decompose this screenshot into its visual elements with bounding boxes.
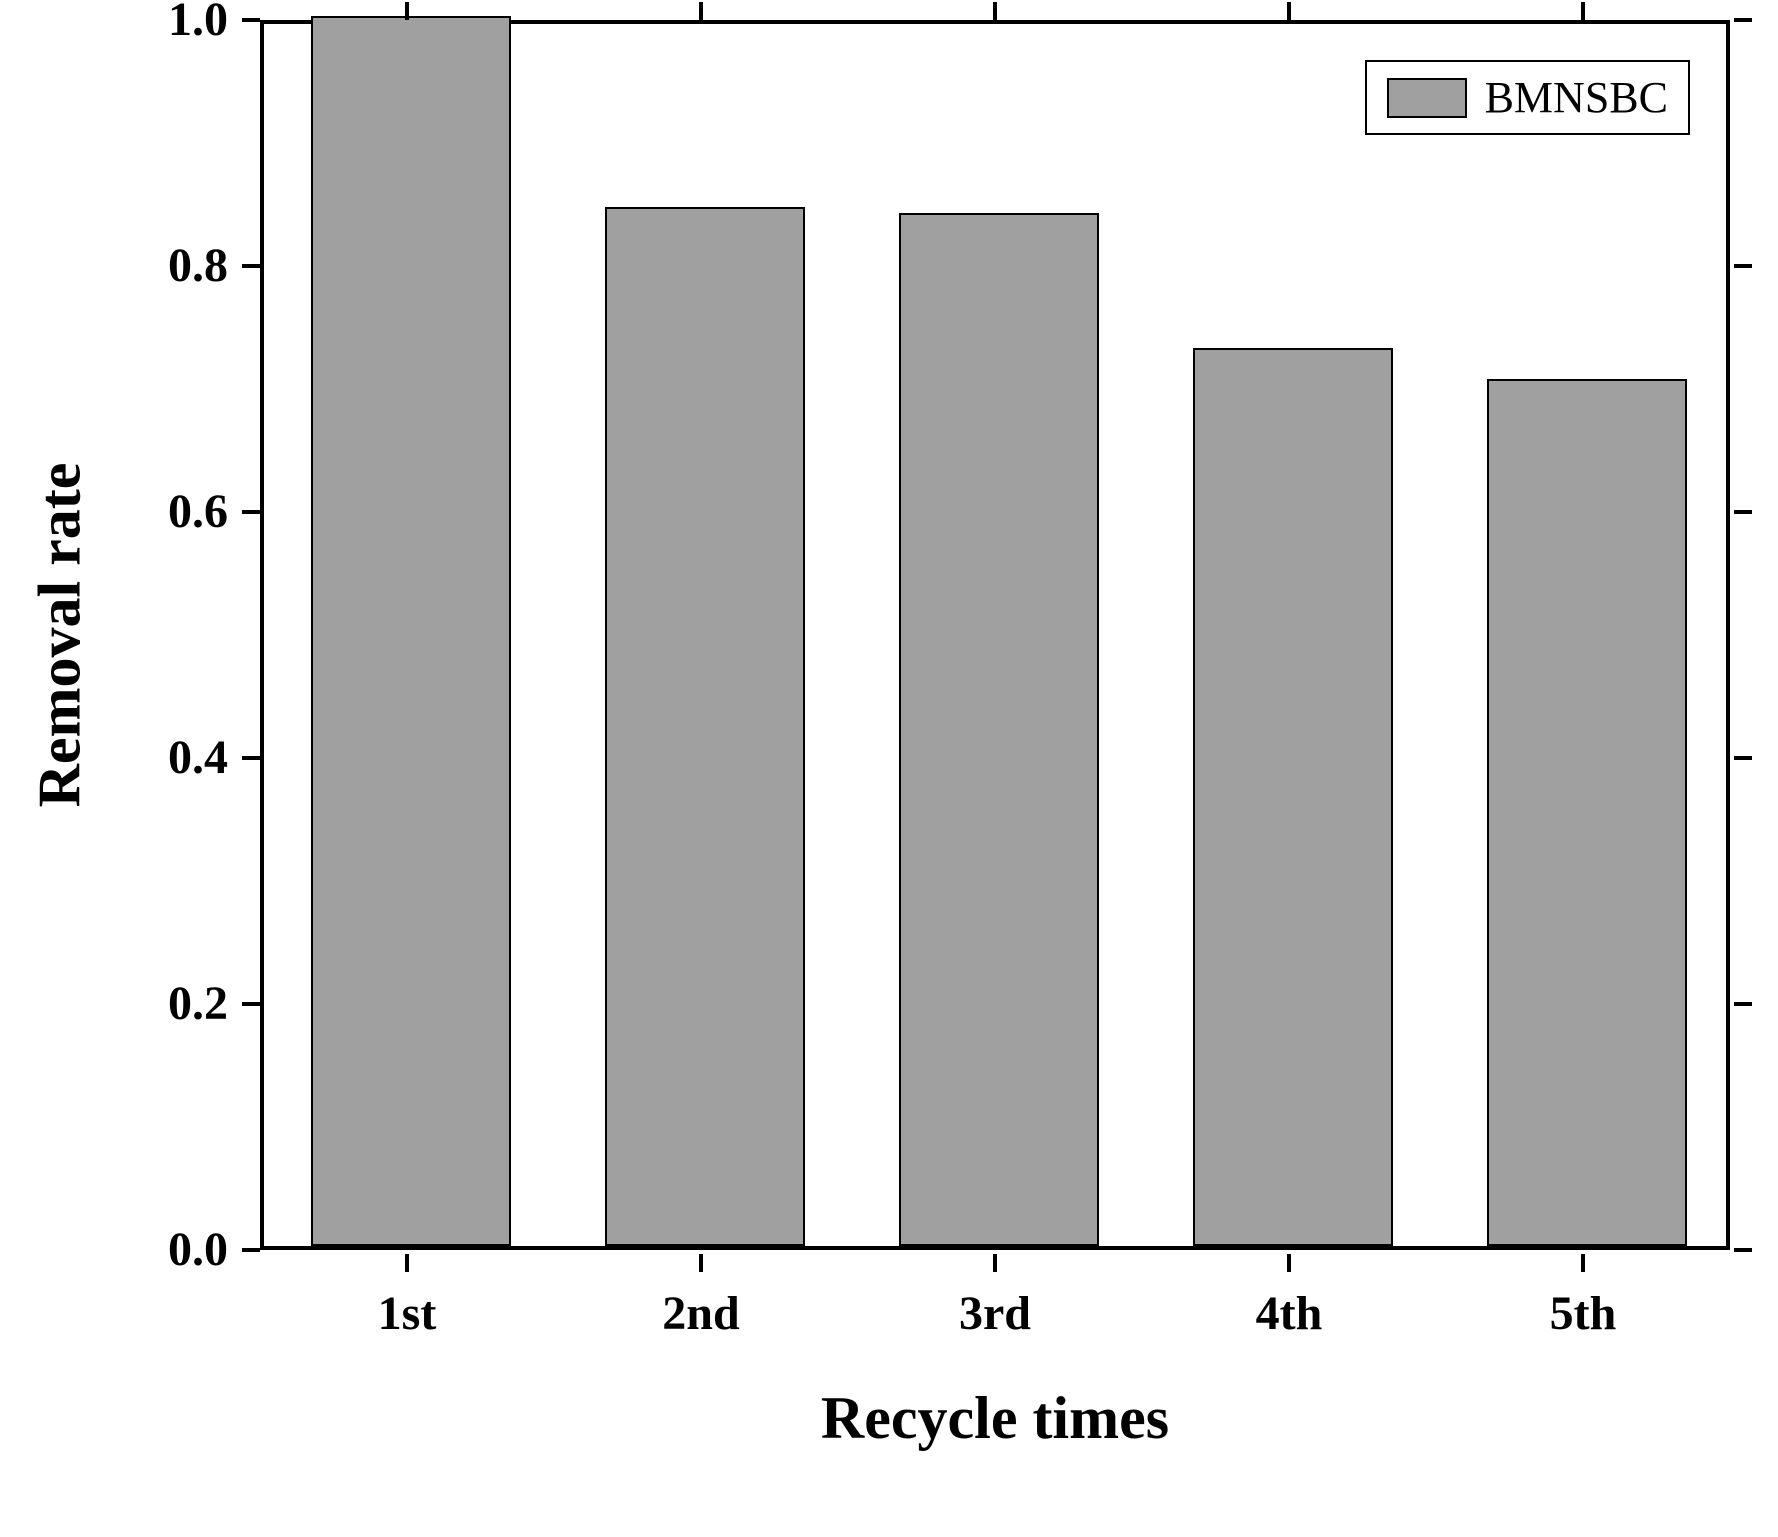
x-tick-label: 4th xyxy=(1219,1286,1359,1341)
y-tick-mark xyxy=(1734,264,1752,268)
x-tick-label: 3rd xyxy=(925,1286,1065,1341)
x-tick-mark xyxy=(405,1254,409,1272)
x-axis-label: Recycle times xyxy=(821,1384,1169,1453)
y-tick-label: 0.2 xyxy=(168,976,228,1031)
y-tick-label: 0.6 xyxy=(168,484,228,539)
legend-label: BMNSBC xyxy=(1485,72,1668,123)
y-tick-mark xyxy=(242,264,260,268)
bar xyxy=(1487,379,1687,1246)
y-tick-mark xyxy=(1734,1002,1752,1006)
y-axis-label: Removal rate xyxy=(26,463,95,808)
y-tick-label: 0.0 xyxy=(168,1222,228,1277)
y-tick-mark xyxy=(1734,18,1752,22)
legend-box: BMNSBC xyxy=(1365,60,1690,135)
x-tick-mark xyxy=(1581,1254,1585,1272)
y-tick-mark xyxy=(242,1002,260,1006)
x-tick-label: 1st xyxy=(337,1286,477,1341)
bar xyxy=(1193,348,1393,1246)
bar xyxy=(311,16,511,1246)
x-tick-mark xyxy=(1287,1254,1291,1272)
y-tick-mark xyxy=(1734,1248,1752,1252)
y-tick-mark xyxy=(242,18,260,22)
legend-swatch xyxy=(1387,78,1467,118)
x-tick-mark xyxy=(1287,2,1291,20)
x-tick-mark xyxy=(1581,2,1585,20)
y-tick-mark xyxy=(242,1248,260,1252)
x-tick-mark xyxy=(405,2,409,20)
y-tick-mark xyxy=(1734,756,1752,760)
x-tick-mark xyxy=(699,2,703,20)
bar xyxy=(899,213,1099,1246)
x-tick-label: 5th xyxy=(1513,1286,1653,1341)
y-tick-mark xyxy=(242,510,260,514)
y-tick-label: 0.8 xyxy=(168,238,228,293)
y-tick-label: 0.4 xyxy=(168,730,228,785)
x-tick-label: 2nd xyxy=(631,1286,771,1341)
x-tick-mark xyxy=(699,1254,703,1272)
bar xyxy=(605,207,805,1246)
y-tick-mark xyxy=(242,756,260,760)
chart-container: BMNSBC Removal rate Recycle times 0.0 0.2… xyxy=(0,0,1778,1537)
x-tick-mark xyxy=(993,1254,997,1272)
y-tick-label: 1.0 xyxy=(168,0,228,47)
plot-area xyxy=(260,20,1730,1250)
x-tick-mark xyxy=(993,2,997,20)
y-tick-mark xyxy=(1734,510,1752,514)
